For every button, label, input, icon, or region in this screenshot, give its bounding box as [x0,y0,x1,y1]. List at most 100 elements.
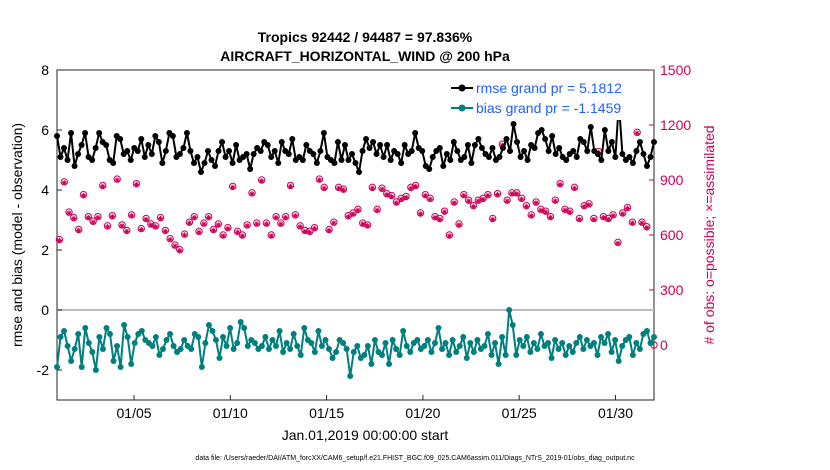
bias-point [647,340,654,346]
bias-point [251,340,258,346]
rmse-point [485,154,492,160]
assimilated-count-marker [254,221,260,227]
assimilated-count-marker [620,211,626,217]
assimilated-count-marker [528,213,534,219]
bias-point [605,331,612,337]
bias-point [516,337,523,343]
rmse-point [243,151,250,157]
rmse-point [331,160,338,166]
bias-point [124,334,131,340]
bias-point [484,331,491,337]
bias-point [502,352,509,358]
legend-bias-label: bias grand pr = -1.1459 [476,100,621,116]
bias-point [364,343,371,349]
assimilated-count-marker [316,177,322,183]
bias-point [152,334,159,340]
rmse-point [345,157,352,163]
bias-point [626,334,633,340]
assimilated-count-marker [331,220,337,226]
rmse-point [103,142,110,148]
right-tick-label: 1200 [660,117,691,133]
rmse-point [377,142,384,148]
rmse-point [633,148,640,154]
assimilated-count-marker [109,214,115,220]
rmse-point [436,145,443,151]
assimilated-count-marker [369,185,375,191]
assimilated-count-marker [475,198,481,204]
bias-point [297,352,304,358]
assimilated-count-marker [432,214,438,221]
assimilated-count-marker [639,220,645,226]
rmse-series [54,100,657,176]
x-tick-label: 01/20 [405,405,440,421]
assimilated-count-marker [514,191,520,197]
left-tick-label: -2 [37,362,50,378]
assimilated-count-marker [249,191,255,197]
assimilated-count-marker [292,213,298,219]
assimilated-count-marker [181,232,188,238]
bias-point [167,331,174,337]
bias-point [386,361,393,367]
assimilated-count-marker [191,214,197,221]
rmse-point [110,160,117,166]
assimilated-count-marker [239,233,245,239]
bias-point [110,358,117,364]
rmse-point [412,130,419,136]
bias-point [545,340,552,346]
rmse-point [408,148,415,154]
assimilated-count-marker [567,209,573,215]
rmse-point [580,139,587,145]
rmse-point [401,142,408,148]
bias-point [492,340,499,346]
bias-point [265,346,272,352]
bias-point [181,337,188,343]
rmse-point [303,142,310,148]
assimilated-count-marker [311,225,318,232]
bias-point [633,340,640,346]
assimilated-count-marker [273,214,279,221]
bias-point [559,340,566,346]
rmse-point [205,148,212,154]
bias-point [643,328,650,334]
assimilated-count-marker [345,214,351,220]
rmse-point [636,139,643,145]
bias-point [615,358,622,364]
assimilated-count-marker [153,224,159,230]
rmse-point [454,148,461,154]
assimilated-count-marker [263,221,270,227]
assimilated-count-marker [360,221,366,227]
left-tick-label: 8 [41,62,49,78]
bias-point [234,340,241,346]
assimilated-count-marker [95,214,101,221]
bias-point [598,334,605,340]
assimilated-count-marker [615,240,621,246]
assimilated-count-marker [441,209,448,215]
assimilated-count-marker [485,192,491,199]
bias-point [368,361,375,367]
bias-point [428,349,435,355]
assimilated-count-marker [297,224,303,230]
bias-point [389,337,396,343]
assimilated-count-marker [66,210,72,216]
rmse-point [651,139,657,145]
bias-point [156,352,163,358]
rmse-point [419,148,426,154]
assimilated-count-marker [244,223,250,229]
assimilated-count-marker [225,225,231,232]
rmse-point [271,148,278,154]
legend-bias-marker [458,104,466,112]
assimilated-count-marker [162,228,168,234]
assimilated-count-marker [600,214,607,221]
rmse-point [250,151,257,157]
right-tick-label: 300 [660,282,684,298]
left-axis-ticks: 8 6 4 2 0 -2 [37,62,62,378]
assimilated-count-marker [519,196,525,202]
legend-rmse-label: rmse grand pr = 5.1812 [476,80,622,96]
bias-point [311,349,318,355]
assimilated-count-marker [557,181,563,188]
bias-point [499,334,506,340]
rmse-point [233,142,240,148]
bias-point [131,340,138,346]
rmse-point [366,145,373,151]
